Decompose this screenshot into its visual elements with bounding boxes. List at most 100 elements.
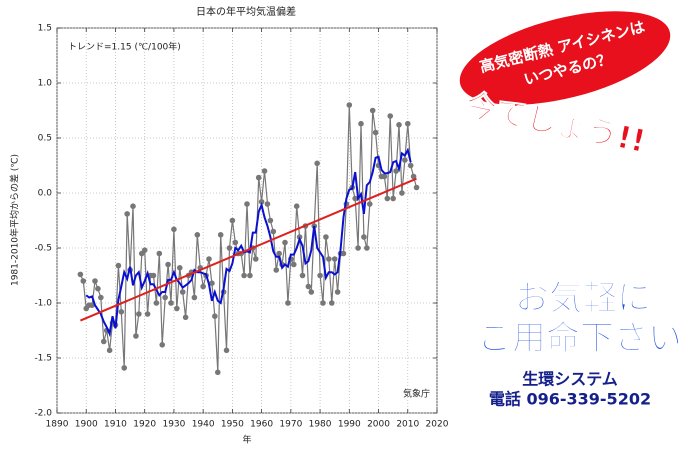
data-point (326, 256, 332, 262)
data-point (358, 120, 364, 127)
x-tick-label: 1980 (309, 420, 332, 430)
data-point (258, 199, 265, 205)
data-point (381, 173, 388, 180)
data-point (165, 261, 171, 268)
x-tick-label: 1990 (338, 420, 361, 430)
data-point (372, 129, 379, 136)
data-point (115, 262, 122, 269)
x-tick-label: 1950 (221, 420, 244, 430)
data-point (223, 347, 230, 354)
data-point (399, 190, 405, 196)
data-point (162, 294, 168, 301)
data-point (89, 302, 95, 309)
data-point (261, 168, 268, 174)
phone: 電話 096-339-5202 (489, 390, 651, 409)
data-point (314, 160, 320, 167)
x-tick-label: 1960 (250, 420, 273, 430)
x-tick-label: 2020 (426, 420, 449, 430)
x-tick-label: 1930 (162, 420, 185, 430)
x-tick-label: 1940 (192, 420, 215, 430)
data-point (118, 309, 125, 315)
data-point (100, 338, 107, 345)
y-tick-label: -1.0 (34, 299, 52, 309)
data-point (150, 272, 157, 279)
plot-frame (56, 27, 438, 414)
data-point (212, 313, 218, 320)
data-point (369, 107, 376, 114)
data-point (77, 271, 84, 278)
data-point (328, 300, 335, 306)
data-point (232, 239, 239, 246)
data-point (355, 245, 361, 251)
data-point (124, 211, 130, 217)
data-point (255, 174, 262, 181)
data-point (366, 201, 373, 207)
y-tick-label: 0.5 (38, 134, 52, 144)
x-tick-label: 1910 (104, 420, 127, 430)
x-tick-label: 1890 (46, 420, 69, 430)
data-point (241, 272, 247, 279)
data-point (106, 347, 113, 354)
data-point (299, 272, 306, 279)
data-point (285, 300, 291, 306)
data-point (226, 245, 233, 251)
y-axis-label: 1981-2010年平均からの差 (℃) (9, 154, 21, 286)
data-point (393, 168, 399, 174)
data-point (407, 162, 414, 169)
y-tick-label: 0.0 (38, 189, 53, 199)
data-point (323, 234, 329, 240)
data-point (176, 265, 183, 271)
data-point (133, 333, 139, 339)
data-point (320, 300, 326, 306)
data-point (364, 245, 370, 251)
x-axis-label: 年 (242, 434, 251, 446)
x-tick-label: 2010 (396, 420, 419, 430)
data-point (340, 250, 347, 257)
data-point (352, 195, 358, 202)
data-point (141, 247, 148, 253)
data-point (252, 256, 259, 262)
chart-title: 日本の年平均気温偏差 (196, 5, 296, 18)
data-point (402, 157, 408, 163)
series-line (79, 104, 418, 373)
data-point (121, 365, 128, 371)
data-point (273, 267, 280, 273)
data-point (214, 369, 221, 376)
data-point (153, 300, 160, 306)
data-point (168, 300, 174, 306)
data-point (95, 285, 101, 292)
data-point (92, 278, 98, 284)
data-point (293, 203, 300, 209)
data-point (267, 217, 274, 224)
data-point (179, 289, 186, 295)
x-tick-label: 1900 (75, 420, 98, 430)
data-point (390, 195, 396, 202)
x-tick-label: 2000 (367, 420, 390, 430)
data-point (80, 278, 87, 284)
data-point (209, 280, 215, 287)
data-point (217, 232, 224, 238)
x-tick-label: 1920 (133, 420, 156, 430)
data-point (384, 195, 391, 202)
data-point (264, 201, 271, 207)
data-point (98, 294, 104, 301)
y-tick-label: -1.5 (34, 354, 52, 364)
source-annotation: 気象庁 (403, 388, 430, 400)
data-point (282, 239, 288, 246)
call-text: ご用命下さい (478, 319, 682, 359)
speech-bubble (459, 11, 671, 105)
data-point (305, 283, 312, 290)
data-point (404, 120, 411, 127)
trend-annotation: トレンド=1.15 (℃/100年) (68, 41, 181, 53)
y-tick-label: -0.5 (34, 244, 52, 254)
data-point (276, 250, 282, 257)
data-point (346, 102, 353, 108)
data-point (290, 261, 297, 268)
data-point (191, 294, 198, 301)
x-tick-label: 1970 (279, 420, 302, 430)
data-point (270, 228, 277, 235)
data-point (361, 234, 367, 240)
y-tick-label: 1.5 (38, 24, 52, 34)
data-point (247, 272, 253, 279)
data-point (410, 173, 417, 180)
